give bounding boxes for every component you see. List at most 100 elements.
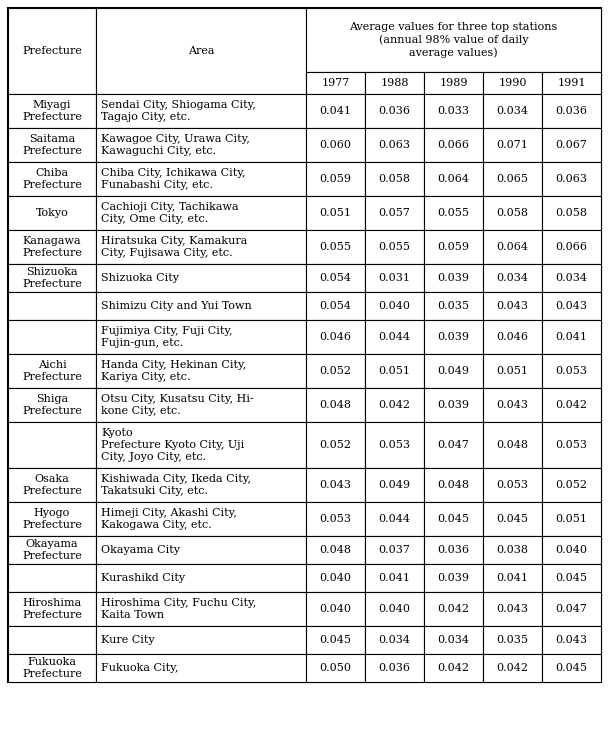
Bar bbox=[542, 564, 601, 592]
Bar bbox=[8, 388, 96, 422]
Bar bbox=[483, 320, 542, 354]
Text: 0.039: 0.039 bbox=[437, 400, 470, 410]
Bar bbox=[424, 196, 483, 230]
Bar bbox=[542, 128, 601, 162]
Bar bbox=[483, 72, 542, 94]
Text: 0.058: 0.058 bbox=[496, 208, 529, 218]
Bar bbox=[306, 320, 365, 354]
Bar bbox=[483, 592, 542, 626]
Bar bbox=[542, 468, 601, 502]
Bar bbox=[8, 468, 96, 502]
Bar bbox=[306, 162, 365, 196]
Text: 0.031: 0.031 bbox=[379, 273, 410, 283]
Text: 0.036: 0.036 bbox=[379, 106, 410, 116]
Bar bbox=[8, 502, 96, 536]
Bar bbox=[306, 502, 365, 536]
Text: Kishiwada City, Ikeda City,
Takatsuki City, etc.: Kishiwada City, Ikeda City, Takatsuki Ci… bbox=[101, 474, 251, 496]
Bar bbox=[306, 196, 365, 230]
Text: 0.064: 0.064 bbox=[437, 174, 470, 184]
Bar bbox=[306, 468, 365, 502]
Text: 0.043: 0.043 bbox=[320, 480, 351, 490]
Text: 0.065: 0.065 bbox=[496, 174, 529, 184]
Text: 0.034: 0.034 bbox=[555, 273, 588, 283]
Bar bbox=[96, 320, 306, 354]
Text: 0.045: 0.045 bbox=[555, 573, 588, 583]
Text: Aichi
Prefecture: Aichi Prefecture bbox=[22, 360, 82, 382]
Bar bbox=[8, 564, 96, 592]
Bar bbox=[8, 536, 96, 564]
Bar bbox=[365, 468, 424, 502]
Bar bbox=[365, 292, 424, 320]
Text: 1988: 1988 bbox=[380, 78, 409, 88]
Text: 0.043: 0.043 bbox=[496, 400, 529, 410]
Bar bbox=[542, 264, 601, 292]
Bar bbox=[542, 94, 601, 128]
Bar bbox=[96, 564, 306, 592]
Text: Kure City: Kure City bbox=[101, 635, 155, 645]
Text: 0.052: 0.052 bbox=[555, 480, 588, 490]
Bar bbox=[542, 354, 601, 388]
Text: 0.051: 0.051 bbox=[320, 208, 351, 218]
Text: 0.041: 0.041 bbox=[379, 573, 410, 583]
Bar bbox=[365, 626, 424, 654]
Text: 0.066: 0.066 bbox=[437, 140, 470, 150]
Text: 0.048: 0.048 bbox=[320, 400, 351, 410]
Text: 0.041: 0.041 bbox=[320, 106, 351, 116]
Text: 0.033: 0.033 bbox=[437, 106, 470, 116]
Bar bbox=[424, 320, 483, 354]
Text: Saitama
Prefecture: Saitama Prefecture bbox=[22, 134, 82, 156]
Bar bbox=[8, 626, 96, 654]
Text: 0.036: 0.036 bbox=[437, 545, 470, 555]
Bar bbox=[8, 354, 96, 388]
Bar bbox=[542, 72, 601, 94]
Text: 0.059: 0.059 bbox=[437, 242, 470, 252]
Bar bbox=[483, 292, 542, 320]
Text: 1977: 1977 bbox=[322, 78, 350, 88]
Bar bbox=[483, 502, 542, 536]
Bar bbox=[96, 292, 306, 320]
Bar bbox=[8, 8, 96, 94]
Bar bbox=[8, 654, 96, 682]
Bar bbox=[306, 422, 365, 468]
Text: 0.049: 0.049 bbox=[379, 480, 410, 490]
Bar bbox=[483, 388, 542, 422]
Text: 0.042: 0.042 bbox=[437, 663, 470, 673]
Text: 0.060: 0.060 bbox=[320, 140, 351, 150]
Text: 0.050: 0.050 bbox=[320, 663, 351, 673]
Bar bbox=[542, 592, 601, 626]
Bar bbox=[424, 564, 483, 592]
Text: 0.057: 0.057 bbox=[379, 208, 410, 218]
Text: 0.041: 0.041 bbox=[496, 573, 529, 583]
Bar bbox=[306, 292, 365, 320]
Text: 0.053: 0.053 bbox=[496, 480, 529, 490]
Bar bbox=[306, 230, 365, 264]
Bar bbox=[424, 468, 483, 502]
Text: 0.053: 0.053 bbox=[379, 440, 410, 450]
Text: 0.058: 0.058 bbox=[379, 174, 410, 184]
Bar bbox=[96, 128, 306, 162]
Text: 0.047: 0.047 bbox=[437, 440, 470, 450]
Bar bbox=[365, 320, 424, 354]
Bar bbox=[306, 94, 365, 128]
Bar bbox=[306, 354, 365, 388]
Text: Hiroshima City, Fuchu City,
Kaita Town: Hiroshima City, Fuchu City, Kaita Town bbox=[101, 597, 256, 620]
Bar bbox=[96, 264, 306, 292]
Text: Cachioji City, Tachikawa
City, Ome City, etc.: Cachioji City, Tachikawa City, Ome City,… bbox=[101, 202, 239, 224]
Bar bbox=[365, 592, 424, 626]
Text: 0.045: 0.045 bbox=[320, 635, 351, 645]
Bar bbox=[365, 196, 424, 230]
Text: 0.039: 0.039 bbox=[437, 273, 470, 283]
Text: Kurashikd City: Kurashikd City bbox=[101, 573, 185, 583]
Bar bbox=[542, 162, 601, 196]
Bar bbox=[424, 626, 483, 654]
Bar bbox=[424, 388, 483, 422]
Bar bbox=[365, 264, 424, 292]
Text: Shimizu City and Yui Town: Shimizu City and Yui Town bbox=[101, 301, 252, 311]
Text: 0.049: 0.049 bbox=[437, 366, 470, 376]
Bar bbox=[96, 8, 306, 94]
Text: 0.053: 0.053 bbox=[320, 514, 351, 524]
Text: Fukuoka City,: Fukuoka City, bbox=[101, 663, 178, 673]
Bar bbox=[483, 468, 542, 502]
Bar bbox=[96, 354, 306, 388]
Bar bbox=[542, 422, 601, 468]
